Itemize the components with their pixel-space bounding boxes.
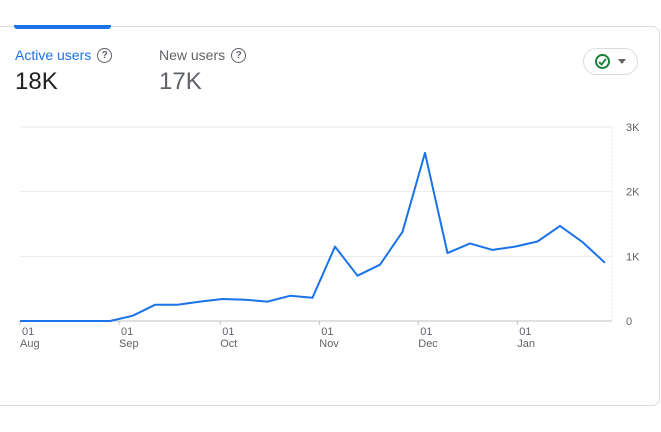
check-circle-icon [595,54,610,69]
metric-label: Active users [15,47,92,63]
x-tick-day: 01 [321,326,333,338]
active-tab-indicator [14,25,111,29]
y-tick-label: 3K [626,122,640,134]
series-line [20,151,606,322]
x-tick-day: 01 [22,326,34,338]
metric-value: 17K [159,68,202,95]
metric-tab-active-users[interactable]: Active users ? 18K [15,46,113,96]
y-tick-label: 1K [626,251,640,263]
x-tick-day: 01 [222,326,234,338]
x-tick-month: Dec [418,338,438,350]
y-tick-label: 2K [626,187,640,199]
x-tick-day: 01 [519,326,531,338]
metric-label: New users [159,47,226,63]
x-tick-month: Jan [517,338,535,350]
x-tick-month: Aug [20,338,40,350]
metric-tab-new-users[interactable]: New users ? 17K [159,46,247,96]
help-icon[interactable]: ? [231,47,247,63]
caret-down-icon [618,59,626,64]
x-tick-day: 01 [420,326,432,338]
x-tick-month: Sep [119,338,139,350]
x-tick-day: 01 [121,326,133,338]
x-tick-month: Oct [220,338,237,350]
x-tick-month: Nov [319,338,339,350]
y-tick-label: 0 [626,316,632,328]
help-icon[interactable]: ? [97,47,113,63]
chart-card [0,26,660,406]
metric-value: 18K [15,68,58,95]
status-dropdown-button[interactable] [583,48,638,75]
